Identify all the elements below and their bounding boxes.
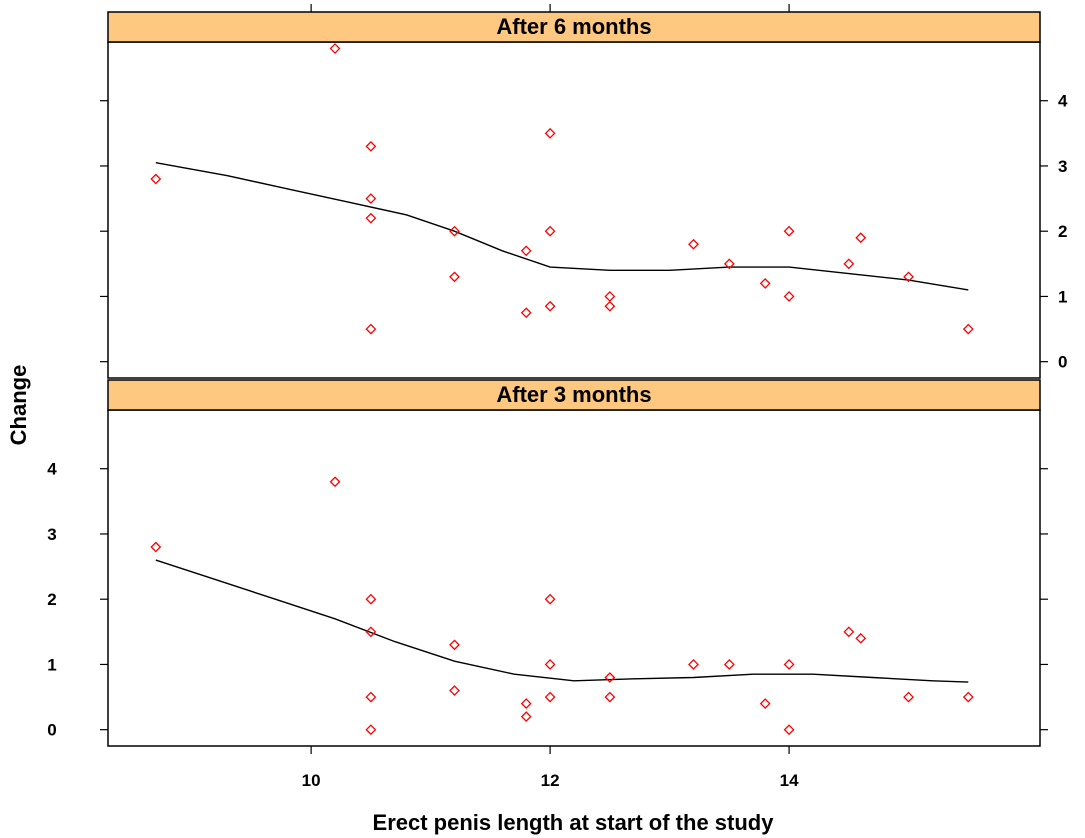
data-point: [520, 698, 532, 710]
x-tick-label: 12: [541, 771, 560, 790]
data-point: [365, 193, 377, 205]
data-point: [723, 659, 735, 670]
data-point: [759, 698, 771, 710]
smooth-line: [155, 559, 969, 683]
data-point: [329, 476, 341, 488]
data-point: [783, 724, 795, 736]
data-point: [544, 691, 556, 703]
data-point: [783, 659, 795, 670]
data-point: [365, 724, 377, 736]
data-point: [843, 626, 855, 638]
data-point: [365, 626, 377, 638]
data-point: [150, 541, 162, 553]
data-point: [520, 245, 532, 257]
data-point: [783, 291, 795, 302]
data-point: [365, 212, 377, 224]
x-axis-title: Erect penis length at start of the study: [373, 810, 775, 835]
data-point: [365, 140, 377, 152]
strip-header: [107, 11, 1041, 43]
data-point: [365, 593, 377, 605]
data-point: [449, 271, 460, 283]
data-point: [843, 258, 855, 270]
data-point: [544, 300, 556, 312]
data-point: [723, 258, 735, 270]
y-tick-label: 4: [47, 460, 57, 479]
data-point: [544, 659, 556, 670]
data-point: [688, 238, 699, 250]
strip-header: [107, 379, 1041, 411]
plot-area: [107, 409, 1041, 747]
data-point: [903, 271, 914, 283]
data-point: [604, 300, 616, 312]
y-tick-label: 3: [1058, 157, 1067, 176]
data-point: [604, 691, 616, 703]
plot-area: [107, 41, 1041, 379]
data-point: [855, 632, 867, 644]
y-tick-label: 4: [1058, 92, 1068, 111]
y-tick-label: 1: [47, 655, 56, 674]
data-point: [520, 307, 532, 319]
panel-1: After 3 months 0 1 2 3 4: [47, 379, 1048, 747]
data-point: [544, 225, 556, 237]
data-point: [449, 225, 460, 237]
data-point: [783, 225, 795, 237]
y-tick-label: 0: [47, 721, 56, 740]
data-point: [544, 127, 556, 139]
data-point: [962, 691, 974, 703]
panel-title: After 6 months: [496, 14, 651, 39]
data-point: [449, 685, 460, 696]
panel-0: After 6 months 0 1 2 3 4: [100, 11, 1068, 379]
data-point: [855, 232, 867, 244]
data-point: [150, 173, 162, 185]
panel-title: After 3 months: [496, 382, 651, 407]
data-point: [365, 691, 377, 703]
smooth-line: [155, 162, 969, 291]
y-tick-label: 2: [1058, 222, 1067, 241]
data-point: [544, 593, 556, 605]
y-tick-label: 2: [47, 590, 56, 609]
x-tick-label: 10: [302, 771, 321, 790]
x-tick-label: 14: [780, 771, 799, 790]
y-tick-label: 0: [1058, 353, 1067, 372]
y-axis-title: Change: [6, 365, 31, 446]
data-point: [688, 659, 699, 670]
data-point: [903, 691, 914, 703]
data-point: [329, 43, 341, 54]
data-point: [365, 323, 377, 335]
data-point: [604, 672, 616, 683]
y-tick-label: 3: [47, 525, 56, 544]
data-point: [449, 639, 460, 651]
data-point: [520, 711, 532, 723]
data-point: [759, 277, 771, 289]
y-tick-label: 1: [1058, 287, 1067, 306]
data-point: [962, 323, 974, 335]
